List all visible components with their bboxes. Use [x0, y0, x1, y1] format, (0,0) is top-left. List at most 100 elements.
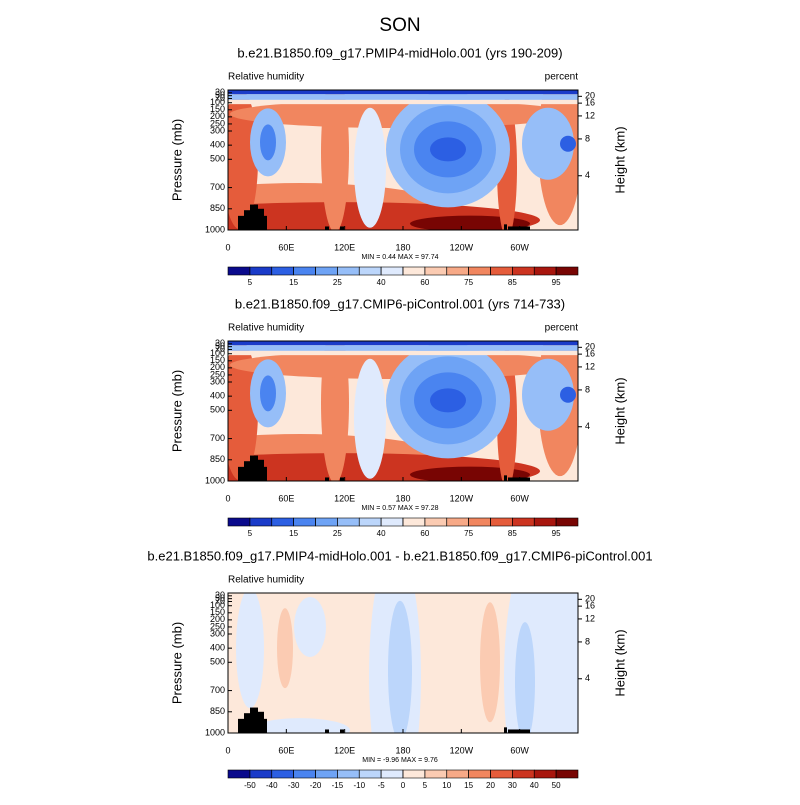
- contour-fill: [388, 600, 412, 733]
- field-label: Relative humidity: [228, 575, 304, 586]
- colorbar-box: [293, 517, 316, 527]
- colorbar-box: [249, 769, 273, 779]
- colorbar-label: 5: [423, 781, 428, 790]
- y2-axis-label: Height (km): [612, 629, 627, 696]
- colorbar-box: [555, 517, 579, 527]
- x-tick-label: 120E: [334, 493, 355, 503]
- colorbar-label: 30: [508, 781, 517, 790]
- colorbar-label: 25: [333, 278, 342, 287]
- y2-tick-label: 8: [585, 636, 590, 646]
- topography: [250, 707, 258, 733]
- y2-tick-label: 16: [585, 349, 595, 359]
- y-tick-label: 50: [215, 593, 225, 603]
- y-tick-label: 50: [215, 341, 225, 351]
- topography: [250, 455, 258, 481]
- y-tick-label: 500: [210, 154, 225, 164]
- x-tick-label: 60W: [510, 242, 529, 252]
- min-max-annotation: MIN = -9.96 MAX = 9.76: [362, 757, 438, 764]
- y-tick-label: 1000: [205, 224, 225, 234]
- colorbar-label: 5: [248, 529, 253, 538]
- contour-fill: [228, 341, 258, 481]
- topography: [258, 459, 264, 481]
- y-tick-label: 150: [210, 355, 225, 365]
- topography: [244, 713, 250, 733]
- colorbar-box: [293, 266, 316, 276]
- colorbar-box: [468, 517, 491, 527]
- contour-fill: [228, 94, 578, 100]
- colorbar-box: [402, 769, 426, 779]
- y-tick-label: 70: [215, 596, 225, 606]
- colorbar-label: 15: [289, 529, 298, 538]
- y2-axis-label: Height (km): [612, 126, 627, 193]
- topography: [250, 204, 258, 230]
- colorbar-box: [271, 769, 294, 779]
- contour-fill: [560, 386, 576, 403]
- y-tick-label: 500: [210, 657, 225, 667]
- topography: [264, 466, 267, 481]
- colorbar-box: [446, 517, 469, 527]
- colorbar-label: 75: [464, 278, 473, 287]
- min-max-annotation: MIN = 0.44 MAX = 97.74: [361, 254, 438, 261]
- min-max-annotation: MIN = 0.57 MAX = 97.28: [361, 505, 438, 512]
- contour-fill: [430, 137, 466, 162]
- y-axis-label: Pressure (mb): [169, 370, 184, 452]
- colorbar-box: [512, 769, 535, 779]
- y2-tick-label: 8: [585, 384, 590, 394]
- y-tick-label: 50: [215, 90, 225, 100]
- colorbar-box: [337, 266, 360, 276]
- contour-fill: [430, 388, 466, 413]
- topography: [504, 727, 507, 733]
- contour-fill: [530, 593, 578, 733]
- y-tick-label: 100: [210, 600, 225, 610]
- y-tick-label: 400: [210, 643, 225, 653]
- units-label: percent: [545, 323, 579, 334]
- y-tick-label: 100: [210, 348, 225, 358]
- topography: [340, 729, 344, 733]
- y2-tick-label: 4: [585, 421, 590, 431]
- y-tick-label: 70: [215, 344, 225, 354]
- topography: [258, 711, 264, 733]
- contour-fill: [515, 622, 535, 733]
- y-tick-label: 700: [210, 685, 225, 695]
- colorbar-label: -15: [332, 781, 344, 790]
- y2-tick-label: 4: [585, 170, 590, 180]
- colorbar-box: [533, 769, 557, 779]
- y-tick-label: 500: [210, 405, 225, 415]
- contour-field: [228, 90, 578, 230]
- colorbar-label: -10: [353, 781, 365, 790]
- colorbar-label: -20: [310, 781, 322, 790]
- colorbar-box: [446, 266, 469, 276]
- colorbar-label: 75: [464, 529, 473, 538]
- colorbar-box: [358, 266, 382, 276]
- colorbar-box: [380, 266, 404, 276]
- colorbar-box: [424, 266, 448, 276]
- field-label: Relative humidity: [228, 323, 304, 334]
- colorbar-label: -50: [244, 781, 256, 790]
- x-tick-label: 120W: [450, 745, 474, 755]
- contour-fill: [522, 358, 574, 431]
- topography: [264, 215, 267, 230]
- colorbar-box: [337, 769, 360, 779]
- topography: [508, 729, 530, 733]
- contour-field: [228, 593, 578, 733]
- colorbar-label: 40: [377, 529, 386, 538]
- x-tick-label: 60W: [510, 493, 529, 503]
- y-tick-label: 30: [215, 338, 225, 348]
- topography: [325, 226, 329, 230]
- colorbar-label: 85: [508, 529, 517, 538]
- y-tick-label: 70: [215, 93, 225, 103]
- y-tick-label: 850: [210, 454, 225, 464]
- colorbar-box: [315, 517, 338, 527]
- y-tick-label: 400: [210, 140, 225, 150]
- colorbar-label: 40: [377, 278, 386, 287]
- y-tick-label: 400: [210, 391, 225, 401]
- colorbar-label: 85: [508, 278, 517, 287]
- x-tick-label: 120E: [334, 745, 355, 755]
- colorbar-box: [358, 769, 382, 779]
- y2-tick-label: 12: [585, 613, 595, 623]
- colorbar-box: [402, 266, 426, 276]
- y-tick-label: 200: [210, 362, 225, 372]
- topography: [264, 718, 267, 733]
- contour-fill: [410, 215, 530, 230]
- y-axis-label: Pressure (mb): [169, 622, 184, 704]
